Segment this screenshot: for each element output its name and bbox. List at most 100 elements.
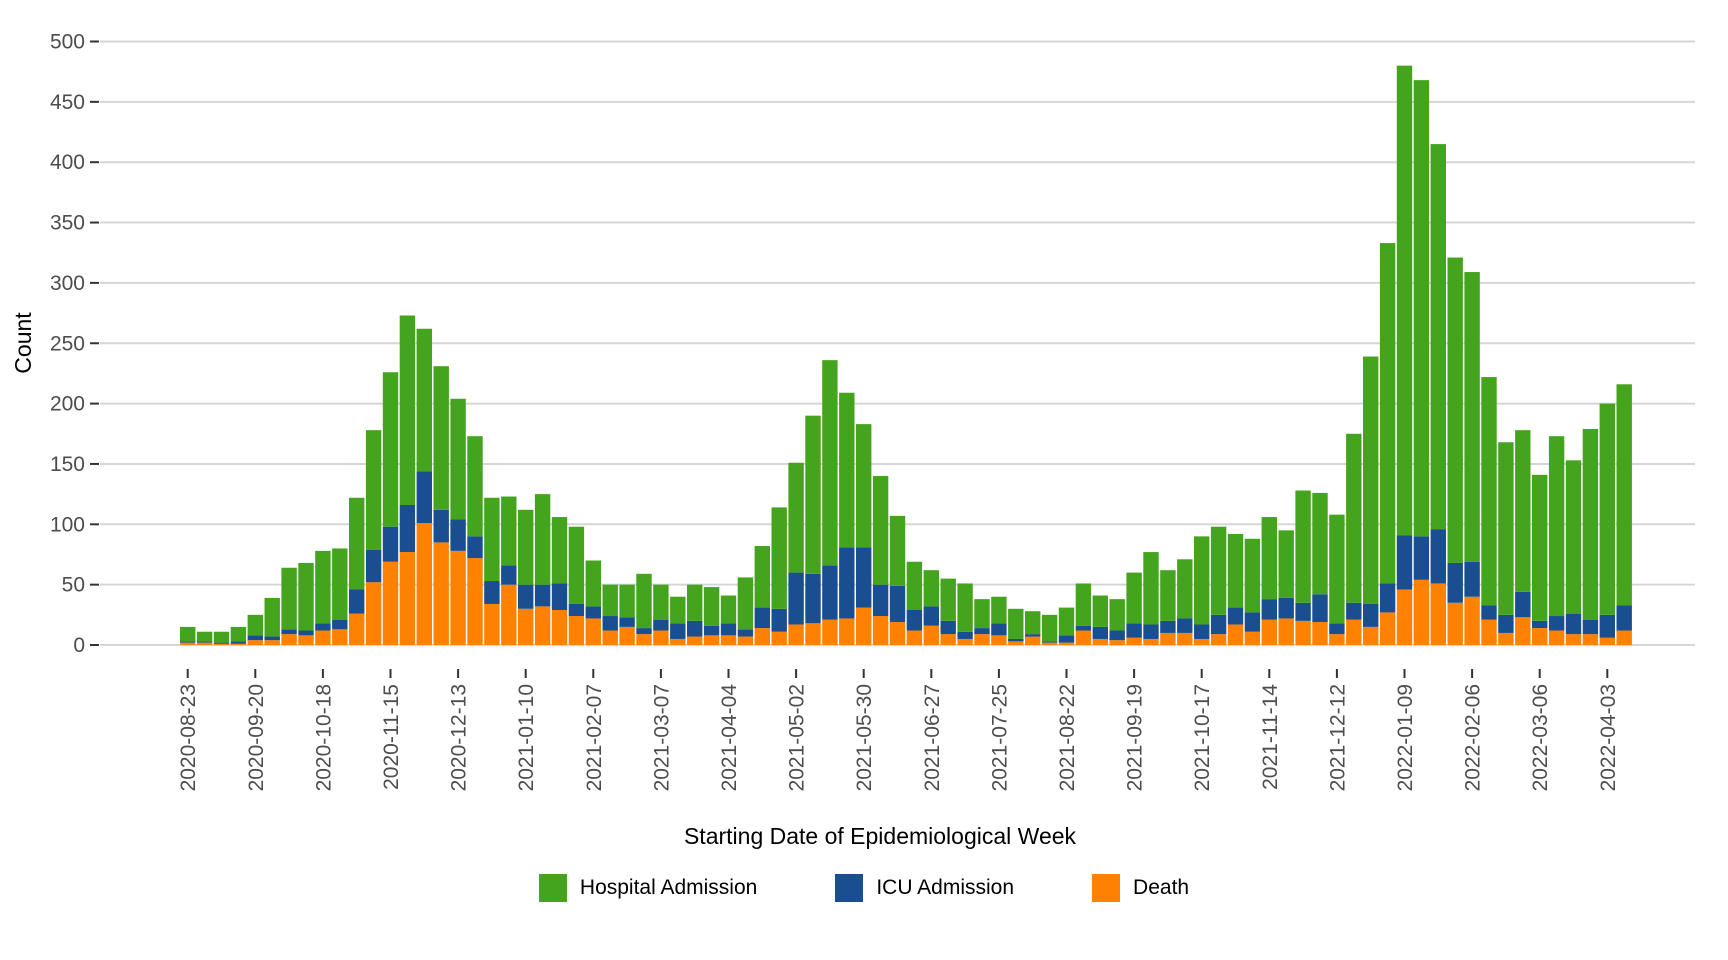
- bar-segment-hospital: [703, 587, 720, 626]
- bar-segment-hospital: [365, 430, 382, 550]
- bar-segment-icu: [501, 565, 517, 585]
- y-tick-label: 400: [50, 151, 85, 174]
- bar-segment-hospital: [737, 577, 754, 630]
- bar-segment-death: [1616, 630, 1632, 645]
- x-tick-label: 2021-07-25: [988, 684, 1011, 791]
- bar-segment-death: [822, 619, 838, 645]
- bar-segment-death: [1177, 632, 1193, 645]
- x-tick-label: 2021-06-27: [921, 684, 944, 791]
- bar-segment-death: [534, 606, 551, 645]
- bar-segment-death: [1058, 642, 1075, 645]
- x-tick-label: 2021-04-04: [718, 684, 741, 792]
- bar-segment-icu: [196, 641, 213, 643]
- bar-segment-hospital: [230, 626, 247, 642]
- bar-segment-death: [1210, 634, 1227, 645]
- plot-area: 0 50 100 150 200 250 300 350 400 450 500 2020-08-2…: [10, 31, 1695, 849]
- bar-segment-icu: [518, 584, 534, 609]
- bar-segment-hospital: [670, 596, 686, 624]
- bar-segment-death: [1261, 619, 1277, 645]
- bar-segment-icu: [1177, 618, 1193, 633]
- bar-segment-hospital: [923, 570, 939, 607]
- bar-segment-hospital: [1363, 356, 1379, 604]
- bar-segment-death: [1194, 638, 1210, 645]
- legend-label-icu-admission: ICU Admission: [876, 876, 1015, 899]
- x-tick-label: 2020-09-20: [245, 684, 268, 791]
- bar-segment-icu: [670, 623, 686, 639]
- bar-segment-death: [1565, 634, 1582, 645]
- bar-segment-death: [230, 643, 247, 645]
- bar-segment-death: [720, 635, 737, 645]
- bar-segment-hospital: [1616, 384, 1632, 606]
- bar-segment-icu: [1075, 625, 1092, 631]
- bar-segment-hospital: [1194, 536, 1210, 625]
- bar-segment-death: [1109, 640, 1125, 645]
- bar-segment-icu: [754, 607, 770, 629]
- bar-segment-hospital: [991, 596, 1007, 624]
- death-swatch-icon: [1092, 874, 1121, 902]
- x-tick-label: 2021-09-19: [1124, 684, 1147, 791]
- bar-segment-hospital: [399, 315, 416, 505]
- x-tick-label: 2021-12-12: [1326, 684, 1349, 791]
- bar-segment-hospital: [298, 562, 314, 631]
- bar-segment-death: [196, 642, 213, 645]
- bar-segment-hospital: [264, 597, 280, 637]
- bar-segment-icu: [1261, 599, 1277, 620]
- x-tick-label: 2022-04-03: [1597, 684, 1620, 791]
- bar-segment-icu: [822, 565, 838, 620]
- bar-segment-hospital: [1498, 442, 1514, 615]
- bar-segment-death: [180, 642, 196, 645]
- bar-segment-icu: [889, 585, 906, 623]
- bar-segment-hospital: [501, 496, 517, 566]
- bar-segment-icu: [1126, 623, 1142, 638]
- bar-segment-death: [349, 613, 365, 645]
- bar-segment-icu: [991, 623, 1007, 636]
- bar-segment-hospital: [1481, 377, 1497, 606]
- bar-segment-death: [923, 625, 939, 645]
- bar-segment-death: [687, 636, 703, 645]
- bar-segment-hospital: [349, 497, 365, 590]
- bar-segment-hospital: [1599, 403, 1615, 615]
- bar-segment-death: [264, 640, 280, 645]
- bar-segment-hospital: [467, 436, 483, 537]
- y-tick-label: 350: [50, 212, 85, 235]
- bar-segment-death: [839, 618, 855, 645]
- bar-segment-hospital: [619, 584, 635, 618]
- bar-segment-icu: [906, 609, 923, 631]
- x-tick-label: 2021-05-02: [786, 684, 809, 791]
- y-axis-title: Count: [10, 312, 36, 374]
- bar-segment-death: [1447, 602, 1463, 645]
- bar-segment-icu: [534, 584, 551, 607]
- bar-segment-hospital: [889, 515, 906, 586]
- x-tick-label: 2021-08-22: [1056, 684, 1079, 791]
- bar-segment-death: [1295, 620, 1311, 645]
- bar-segment-death: [1379, 612, 1396, 645]
- bar-segment-icu: [416, 471, 432, 524]
- bar-segment-death: [450, 550, 466, 645]
- bar-segment-icu: [653, 619, 669, 631]
- bar-segment-icu: [585, 606, 601, 619]
- bar-segment-hospital: [1346, 433, 1362, 603]
- bar-segment-icu: [264, 636, 280, 641]
- bar-segment-icu: [281, 629, 297, 635]
- bar-segment-icu: [1548, 616, 1565, 631]
- legend-label-hospital-admission: Hospital Admission: [579, 876, 758, 899]
- bar-segment-hospital: [213, 631, 230, 643]
- x-tick-label: 2021-03-07: [650, 684, 673, 791]
- bar-segment-hospital: [754, 546, 770, 608]
- y-tick-label: 100: [50, 513, 85, 536]
- bar-segment-death: [1160, 632, 1176, 645]
- y-tick-label: 300: [50, 272, 85, 295]
- bar-segment-hospital: [1261, 517, 1277, 600]
- bar-segment-icu: [636, 628, 652, 635]
- bar-segment-death: [518, 608, 534, 645]
- bar-segment-death: [551, 609, 568, 645]
- hospital-admission-swatch-icon: [538, 874, 567, 902]
- x-tick-label: 2022-02-06: [1462, 684, 1485, 791]
- y-tick-label: 250: [50, 332, 85, 355]
- bar-segment-death: [281, 634, 297, 645]
- bar-segment-hospital: [974, 599, 990, 629]
- bar-segment-icu: [450, 519, 466, 551]
- bar-segment-icu: [839, 547, 855, 619]
- bar-segment-hospital: [1329, 514, 1345, 624]
- bar-segment-hospital: [636, 573, 652, 629]
